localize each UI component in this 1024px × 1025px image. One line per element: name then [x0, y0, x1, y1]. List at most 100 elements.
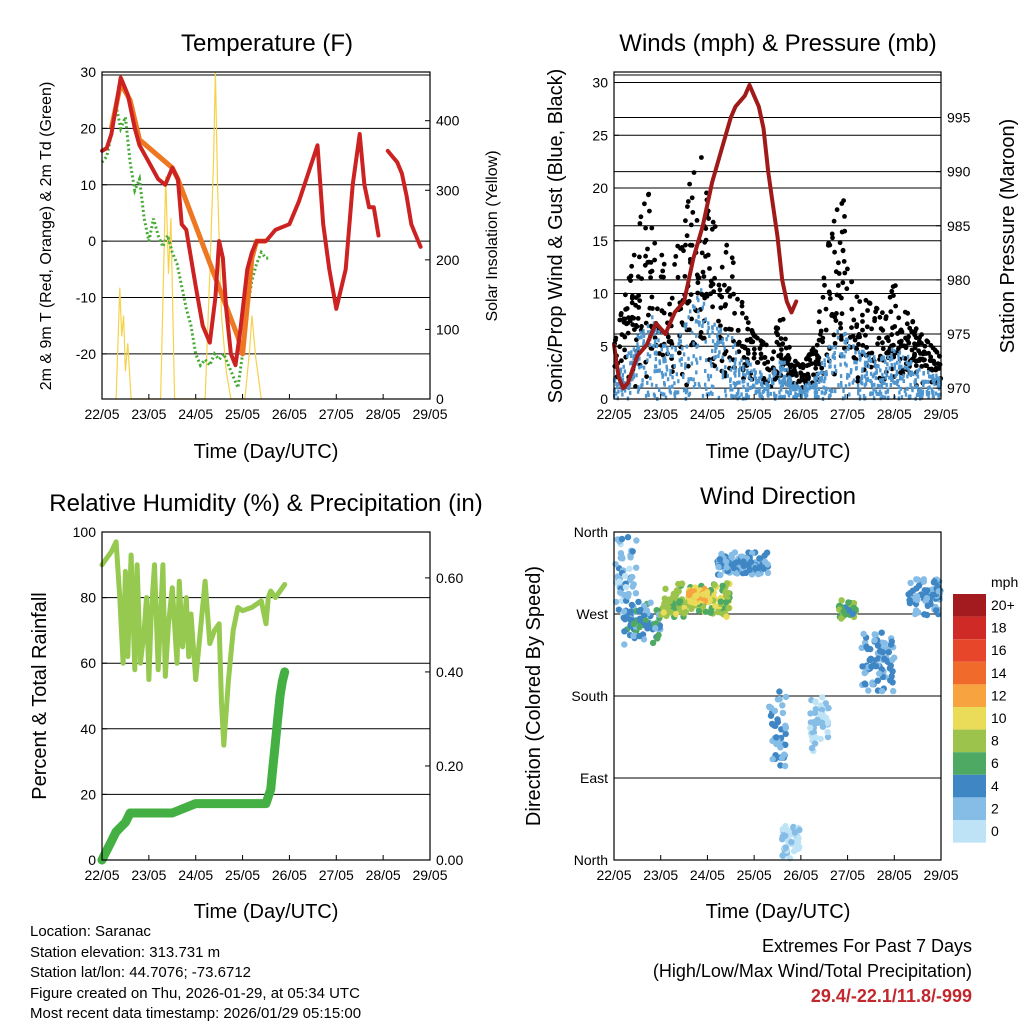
gust-point	[617, 317, 623, 323]
sonic-wind-point	[823, 371, 827, 376]
sonic-wind-point	[735, 392, 739, 397]
direction-point	[760, 565, 767, 572]
sonic-wind-point	[837, 383, 840, 388]
gust-point	[752, 351, 757, 357]
direction-point	[861, 669, 868, 677]
gust-point	[689, 316, 694, 322]
direction-point	[913, 607, 920, 614]
sonic-wind-point	[711, 326, 714, 330]
sonic-wind-point	[685, 388, 689, 393]
gust-point	[785, 353, 791, 358]
gust-point	[685, 363, 691, 369]
sonic-wind-point	[717, 395, 721, 400]
sonic-wind-point	[673, 381, 676, 386]
colorbar-swatch	[953, 707, 986, 730]
sonic-wind-point	[906, 354, 910, 359]
sonic-wind-point	[864, 360, 867, 365]
sonic-wind-point	[924, 379, 928, 384]
sonic-wind-point	[779, 394, 782, 399]
sonic-wind-point	[638, 365, 641, 370]
sonic-wind-point	[688, 391, 692, 396]
gust-point	[829, 313, 835, 318]
gust-point	[838, 321, 843, 326]
sonic-wind-point	[642, 365, 646, 370]
gust-point	[725, 288, 730, 294]
sonic-wind-point	[629, 361, 632, 366]
sonic-wind-point	[890, 378, 893, 383]
sonic-wind-point	[828, 387, 831, 392]
colorbar-swatch	[953, 774, 986, 798]
colorbar-swatch	[953, 752, 986, 775]
sonic-wind-point	[738, 395, 741, 400]
sonic-wind-point	[662, 359, 665, 364]
sonic-wind-point	[783, 394, 786, 399]
sonic-wind-point	[890, 355, 893, 360]
sonic-wind-point	[662, 343, 665, 348]
sonic-wind-point	[684, 365, 687, 370]
sonic-wind-point	[701, 324, 704, 328]
sonic-wind-point	[857, 349, 861, 354]
y2-tick-label: 980	[947, 272, 971, 288]
temperature-title: Temperature (F)	[181, 30, 353, 57]
gust-point	[837, 240, 843, 246]
direction-point	[633, 564, 640, 571]
sonic-wind-point	[714, 354, 717, 359]
gust-point	[932, 361, 937, 367]
gust-point	[918, 351, 923, 356]
sonic-wind-point	[842, 332, 846, 337]
sonic-wind-point	[615, 382, 618, 387]
recent-text: Most recent data timestamp: 2026/01/29 0…	[30, 1005, 362, 1022]
sonic-wind-point	[879, 391, 883, 396]
sonic-wind-point	[927, 379, 930, 384]
sonic-wind-point	[709, 390, 713, 395]
sonic-wind-point	[623, 369, 627, 374]
sonic-wind-point	[641, 382, 644, 387]
sonic-wind-point	[921, 391, 924, 396]
sonic-wind-point	[884, 375, 887, 380]
colorbar-swatch	[953, 684, 986, 707]
sonic-wind-point	[767, 384, 771, 389]
gust-point	[700, 269, 706, 275]
sonic-wind-point	[824, 376, 827, 381]
sonic-wind-point	[783, 360, 786, 365]
direction-point	[647, 599, 654, 606]
direction-point	[652, 624, 659, 632]
sonic-wind-point	[690, 361, 694, 366]
sonic-wind-point	[858, 353, 861, 358]
sonic-wind-point	[675, 390, 679, 395]
sonic-wind-point	[911, 388, 914, 393]
sonic-wind-point	[661, 392, 665, 397]
sonic-wind-point	[664, 372, 667, 377]
sonic-wind-point	[781, 382, 784, 387]
sonic-wind-point	[671, 353, 674, 358]
sonic-wind-point	[845, 363, 848, 368]
sonic-wind-point	[854, 350, 857, 355]
sonic-wind-point	[881, 372, 884, 377]
sonic-wind-point	[874, 376, 877, 381]
sonic-wind-point	[884, 390, 887, 395]
gust-point	[876, 335, 882, 341]
sonic-wind-point	[712, 385, 715, 389]
gust-point	[916, 341, 922, 346]
direction-point	[885, 649, 892, 656]
sonic-wind-point	[745, 395, 748, 400]
gust-point	[774, 339, 780, 345]
sonic-wind-point	[721, 369, 725, 374]
pressure-ylabel: Station Pressure (Maroon)	[997, 119, 1019, 354]
sonic-wind-point	[843, 361, 847, 366]
sonic-wind-point	[657, 338, 660, 343]
sonic-wind-point	[834, 369, 838, 373]
sonic-wind-point	[747, 361, 750, 366]
sonic-wind-point	[793, 381, 797, 386]
direction-point	[675, 605, 682, 612]
sonic-wind-point	[630, 350, 633, 355]
sonic-wind-point	[745, 359, 748, 364]
gust-point	[684, 382, 689, 388]
sonic-wind-point	[886, 355, 890, 360]
sonic-wind-point	[780, 368, 783, 373]
sonic-wind-point	[644, 370, 647, 375]
gust-point	[847, 335, 853, 340]
y-tick-label: 0	[600, 391, 608, 407]
sonic-wind-point	[701, 393, 705, 398]
sonic-wind-point	[728, 358, 732, 363]
